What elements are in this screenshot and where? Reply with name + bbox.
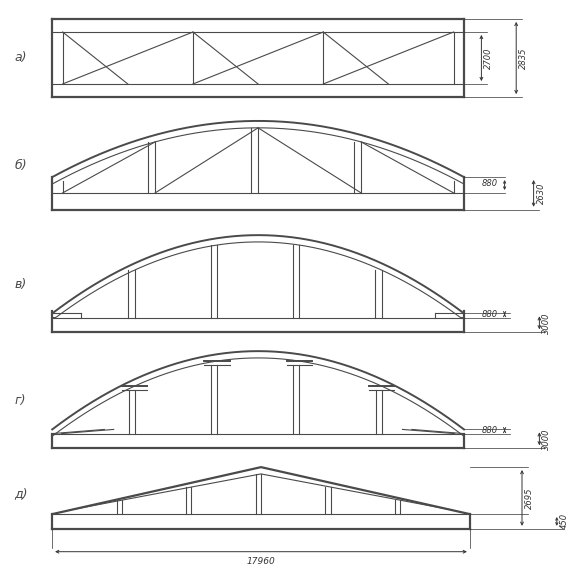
Text: 2695: 2695 bbox=[525, 487, 534, 509]
Text: 17960: 17960 bbox=[246, 557, 276, 566]
Text: 450: 450 bbox=[560, 513, 569, 530]
Text: 880: 880 bbox=[481, 179, 498, 187]
Text: 2835: 2835 bbox=[519, 47, 528, 69]
Text: в): в) bbox=[14, 278, 27, 291]
Text: 2700: 2700 bbox=[484, 47, 494, 69]
Text: б): б) bbox=[14, 159, 27, 172]
Text: 3000: 3000 bbox=[542, 428, 552, 450]
Text: 880: 880 bbox=[481, 310, 498, 319]
Text: г): г) bbox=[14, 394, 26, 407]
Text: 3000: 3000 bbox=[542, 312, 552, 334]
Text: д): д) bbox=[14, 487, 28, 500]
Text: 2630: 2630 bbox=[536, 183, 546, 204]
Text: 880: 880 bbox=[481, 426, 498, 435]
Text: а): а) bbox=[14, 52, 27, 64]
